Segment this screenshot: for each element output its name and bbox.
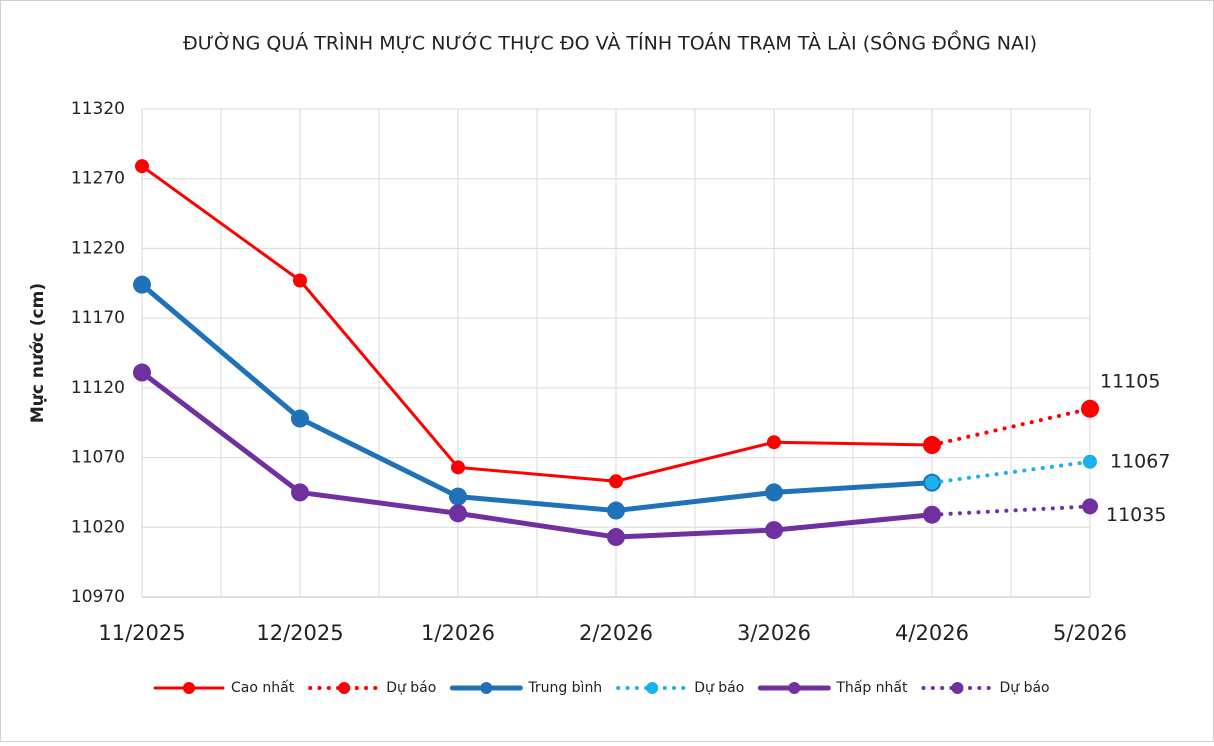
marker — [133, 363, 151, 382]
marker — [451, 460, 465, 475]
marker — [924, 506, 940, 523]
legend-item: Cao nhất — [153, 680, 295, 696]
legend-item: Dự báo — [308, 680, 436, 696]
marker — [135, 159, 149, 174]
marker — [133, 275, 151, 294]
marker — [925, 475, 939, 490]
legend-item: Dự báo — [616, 680, 744, 696]
x-tick-label: 5/2026 — [1053, 621, 1127, 645]
marker — [449, 504, 467, 523]
data-label: 11035 — [1106, 504, 1166, 526]
x-tick-label: 1/2026 — [421, 621, 495, 645]
y-tick-label: 11220 — [71, 238, 125, 258]
legend-marker — [646, 682, 659, 694]
legend-item: Dự báo — [921, 680, 1050, 696]
marker — [923, 436, 941, 455]
legend-marker — [788, 682, 801, 694]
marker — [1083, 454, 1097, 469]
legend-label: Thấp nhất — [835, 680, 908, 696]
marker — [767, 435, 781, 450]
marker — [449, 487, 467, 506]
marker — [765, 521, 783, 540]
series-line — [930, 504, 1092, 517]
legend-label: Dự báo — [386, 680, 436, 696]
marker — [293, 273, 307, 288]
x-tick-label: 2/2026 — [579, 621, 653, 645]
y-tick-label: 11270 — [71, 169, 125, 189]
x-tick-label: 4/2026 — [895, 621, 969, 645]
marker — [609, 474, 623, 489]
legend-label: Dự báo — [694, 680, 744, 696]
series-line — [930, 459, 1092, 485]
data-label: 11105 — [1100, 370, 1160, 392]
series-line — [930, 406, 1092, 448]
series-line — [139, 282, 935, 514]
legend-label: Cao nhất — [231, 680, 295, 696]
y-tick-label: 11020 — [71, 517, 125, 537]
x-tick-label: 11/2025 — [98, 621, 185, 645]
legend-marker — [480, 682, 493, 694]
marker — [1082, 498, 1098, 515]
legend-label: Dự báo — [999, 680, 1049, 696]
legend-marker — [951, 682, 964, 694]
y-tick-label: 11170 — [71, 308, 125, 328]
legend-item: Thấp nhất — [757, 680, 908, 696]
legend-marker — [338, 682, 351, 694]
marker — [765, 483, 783, 502]
legend-item: Trung bình — [449, 680, 602, 696]
series-line — [140, 164, 934, 483]
y-axis-label: Mực nước (cm) — [28, 283, 48, 423]
x-tick-label: 3/2026 — [737, 621, 811, 645]
data-label: 11067 — [1110, 450, 1170, 472]
marker — [291, 483, 309, 502]
marker — [291, 409, 309, 428]
y-tick-label: 10970 — [71, 587, 125, 607]
series-line — [139, 370, 935, 540]
marker — [1081, 399, 1099, 418]
legend-marker — [183, 682, 195, 694]
legend-label: Trung bình — [527, 680, 602, 696]
y-tick-label: 11320 — [71, 99, 125, 119]
y-tick-label: 11070 — [71, 448, 125, 468]
chart-title: ĐƯỜNG QUÁ TRÌNH MỰC NƯỚC THỰC ĐO VÀ TÍNH… — [183, 29, 1037, 55]
marker — [607, 528, 625, 547]
x-tick-label: 12/2025 — [256, 621, 343, 645]
marker — [607, 501, 625, 520]
y-tick-label: 11120 — [71, 378, 125, 398]
